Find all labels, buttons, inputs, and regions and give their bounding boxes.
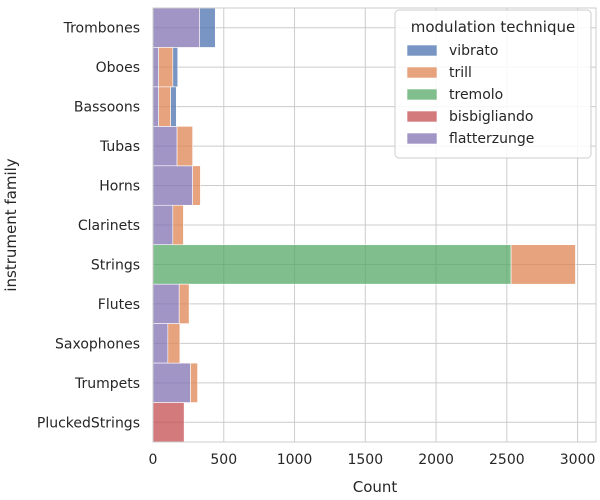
legend-swatch-tremolo: [406, 88, 438, 101]
bar-flatterzunge-Tubas: [152, 126, 178, 167]
bar-trill-Trumpets: [190, 362, 198, 403]
bar-trill-Tubas: [176, 126, 193, 167]
plot-frame: [152, 7, 597, 443]
x-tick-label: 3000: [560, 452, 596, 468]
bars: [152, 7, 576, 443]
bar-bisbigliando-PluckedStrings: [152, 402, 185, 443]
legend-label-tremolo: tremolo: [449, 87, 503, 103]
y-tick-label: Saxophones: [55, 336, 140, 352]
bar-flatterzunge-Oboes: [152, 47, 159, 88]
axes: 0 500 1000 1500 2000 2500 3000 Trombones Oboes Ba…: [37, 7, 597, 468]
bar-trill-Horns: [192, 165, 201, 206]
legend-box: [394, 9, 592, 159]
bar-trill-Saxophones: [167, 323, 181, 364]
y-tick-label: PluckedStrings: [37, 415, 140, 431]
x-tick-label: 2500: [489, 452, 525, 468]
y-tick-label: Flutes: [98, 297, 140, 313]
x-tick-label: 0: [149, 452, 158, 468]
x-tick-label: 1500: [347, 452, 383, 468]
y-axis-title: instrument family: [2, 158, 20, 291]
x-tick-label: 500: [210, 452, 237, 468]
legend-label-vibrato: vibrato: [449, 43, 498, 59]
legend-label-trill: trill: [449, 65, 472, 81]
bar-trill-Bassoons: [158, 86, 171, 127]
bar-flatterzunge-Trombones: [152, 7, 201, 48]
bar-flatterzunge-Flutes: [152, 283, 180, 324]
bar-vibrato-Trombones: [199, 7, 216, 48]
legend-title: modulation technique: [411, 18, 575, 36]
legend-swatch-vibrato: [406, 44, 438, 57]
legend-swatch-bisbigliando: [406, 110, 438, 123]
y-tick-label: Trumpets: [74, 376, 140, 392]
bar-flatterzunge-Bassoons: [152, 86, 159, 127]
bar-trill-Clarinets: [172, 204, 184, 246]
bar-flatterzunge-Trumpets: [152, 362, 191, 403]
bar-vibrato-Oboes: [172, 47, 179, 88]
bar-vibrato-Bassoons: [170, 86, 177, 127]
bar-tremolo-Strings: [152, 244, 512, 285]
bar-trill-Flutes: [178, 283, 190, 324]
legend-label-bisbigliando: bisbigliando: [449, 109, 533, 125]
y-tick-label: Bassoons: [74, 100, 140, 116]
bar-trill-Oboes: [158, 47, 174, 88]
bar-flatterzunge-Horns: [152, 165, 193, 206]
legend: modulation technique vibrato trill tremolo b…: [394, 9, 592, 159]
y-tick-label: Oboes: [96, 60, 140, 76]
y-tick-label: Trombones: [63, 21, 140, 37]
legend-label-flatterzunge: flatterzunge: [449, 131, 534, 147]
legend-swatch-trill: [406, 66, 438, 79]
bar-flatterzunge-Clarinets: [152, 204, 174, 246]
bar-flatterzunge-Saxophones: [152, 323, 169, 364]
y-tick-label: Tubas: [99, 139, 140, 155]
legend-swatch-flatterzunge: [406, 132, 438, 145]
x-axis-title: Count: [353, 478, 398, 496]
y-tick-label: Clarinets: [78, 218, 140, 234]
x-tick-label: 1000: [277, 452, 313, 468]
y-tick-label: Strings: [91, 257, 140, 273]
bar-trill-Strings: [510, 244, 576, 285]
y-tick-label: Horns: [99, 179, 140, 195]
x-tick-label: 2000: [418, 452, 454, 468]
